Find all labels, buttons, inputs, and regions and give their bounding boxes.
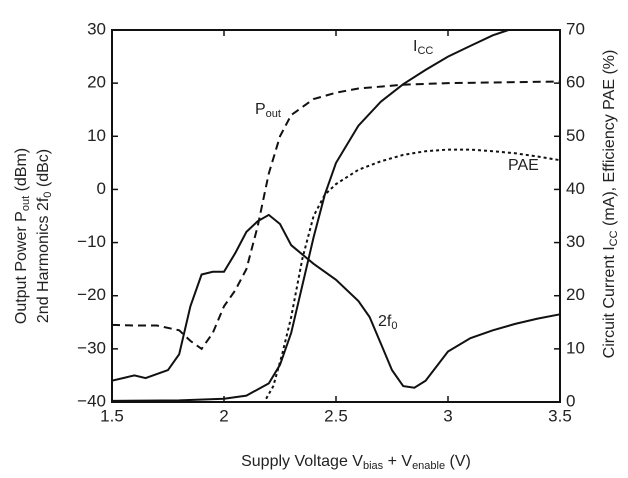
x-axis-label-part: (V): [445, 453, 471, 470]
y2-tick-label: 70: [566, 19, 585, 38]
series-label-part: 2f: [378, 313, 392, 330]
y-tick-label: −10: [77, 232, 106, 251]
y-axis-label-part: Output Power P: [13, 211, 30, 324]
y-axis-label-part: (dBc): [35, 149, 52, 192]
series-label-part: P: [255, 101, 266, 118]
y-tick-label: 10: [87, 126, 106, 145]
x-tick-label: 2.5: [324, 406, 348, 425]
series-label: 2f0: [378, 313, 397, 332]
series-line: [112, 148, 561, 403]
series-line: [111, 80, 561, 351]
x-axis-label-part: Supply Voltage V: [241, 453, 363, 470]
x-axis-label: Supply Voltage Vbias + Venable (V): [241, 453, 471, 472]
y-tick-label: −40: [77, 391, 106, 410]
x-axis-label-part: enable: [412, 460, 445, 472]
y-tick-label: 0: [97, 179, 106, 198]
x-axis-label-part: + V: [383, 453, 412, 470]
series-label-part: 0: [391, 320, 397, 332]
y2-tick-label: 40: [566, 179, 585, 198]
x-tick-label: 1.5: [100, 406, 124, 425]
y-axis-label-part: out: [20, 196, 32, 211]
y2-tick-label: 20: [566, 285, 585, 304]
series-label-part: PAE: [508, 157, 539, 174]
y-tick-label: 20: [87, 73, 106, 92]
series-line: [111, 29, 509, 402]
series-label-part: CC: [417, 45, 433, 57]
x-tick-label: 2: [219, 406, 228, 425]
series-label: ICC: [413, 38, 433, 57]
y2-axis-label: Circuit Current ICC (mA), Efficiency PAE…: [601, 50, 620, 359]
series-line: [111, 213, 561, 389]
y-axis-label-part: 2nd Harmonics 2f: [35, 197, 52, 323]
x-tick-label: 3.5: [548, 406, 572, 425]
y2-tick-label: 60: [566, 73, 585, 92]
series-label: Pout: [255, 101, 281, 120]
series-label-part: I: [413, 38, 417, 55]
y2-axis-label-part: CC: [608, 230, 620, 246]
plot-frame: [111, 29, 561, 403]
y-axis-label: Output Power Pout (dBm): [13, 148, 32, 324]
y-tick-label: 30: [87, 19, 106, 38]
y2-axis-label-part: (mA), Efficiency PAE (%): [601, 50, 618, 231]
y-axis-label-part: (dBm): [13, 148, 30, 196]
series-label-part: out: [266, 108, 281, 120]
y2-tick-label: 0: [566, 391, 575, 410]
y2-tick-label: 50: [566, 126, 585, 145]
series-label: PAE: [508, 157, 539, 174]
y-tick-label: −20: [77, 285, 106, 304]
x-axis-label-part: bias: [363, 460, 384, 472]
y2-tick-label: 10: [566, 338, 585, 357]
x-tick-label: 3: [443, 406, 452, 425]
y2-axis-label-part: Circuit Current I: [601, 246, 618, 358]
y-axis-label-part: 0: [42, 192, 54, 198]
y-tick-label: −30: [77, 338, 106, 357]
y-axis-label: 2nd Harmonics 2f0 (dBc): [35, 149, 54, 323]
y2-tick-label: 30: [566, 232, 585, 251]
